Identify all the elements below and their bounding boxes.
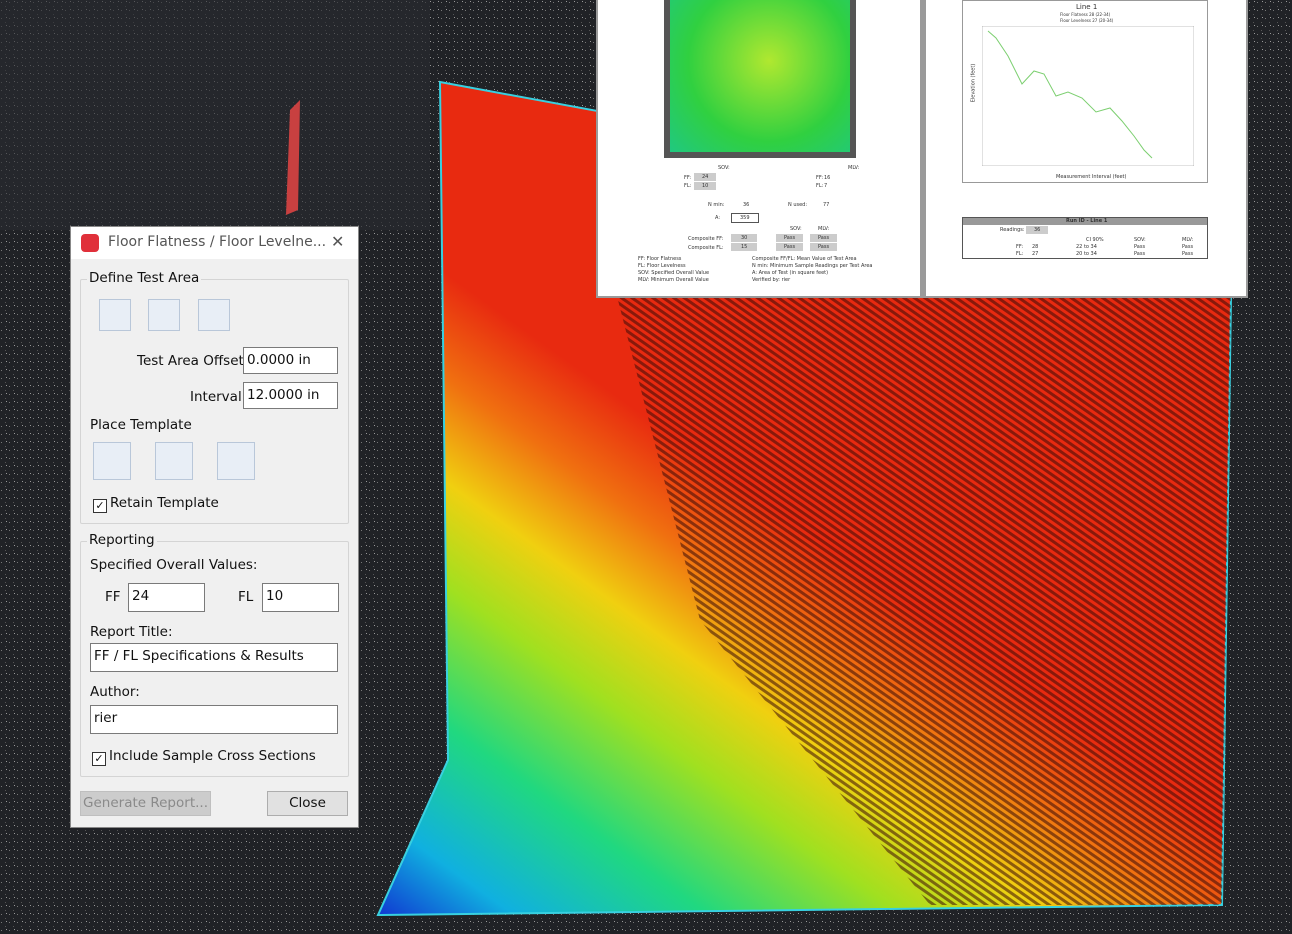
text: Pass	[1182, 251, 1194, 257]
offset-input[interactable]: 0.0000 in	[243, 347, 338, 374]
text: MLV:	[818, 226, 830, 232]
text: FF: Floor Flatness	[638, 256, 682, 262]
text: FL:	[816, 183, 824, 189]
field-label: FF	[105, 589, 121, 605]
floor-flatness-dialog: Floor Flatness / Floor Levelne... ✕ Defi…	[70, 226, 359, 828]
fl-input[interactable]: 10	[262, 583, 339, 612]
group-box	[80, 279, 349, 524]
text: Pass	[776, 234, 804, 242]
text: A:	[715, 215, 721, 221]
text: 77	[823, 202, 830, 208]
text: 28	[1032, 244, 1039, 250]
text: N min:	[708, 202, 725, 208]
text: Readings:	[1000, 227, 1025, 233]
text: Pass	[1134, 251, 1146, 257]
text: 10	[694, 182, 717, 190]
text: Line 1	[1076, 3, 1098, 11]
text: 7	[824, 183, 828, 189]
generate-report-button[interactable]: Generate Report...	[80, 791, 211, 816]
text: Pass	[1134, 244, 1146, 250]
text: MLV: Minimum Overall Value	[638, 277, 709, 283]
text: SOV:	[790, 226, 802, 232]
text: MLV:	[1182, 237, 1194, 243]
template-button[interactable]	[217, 442, 255, 480]
close-icon[interactable]: ✕	[331, 232, 345, 251]
group-label: Reporting	[87, 532, 157, 548]
report-page-right: Line 1 Floor Flatness 28 (22-34) Floor L…	[926, 0, 1246, 296]
text: Composite FL:	[688, 245, 724, 251]
text: FF:	[1016, 244, 1024, 250]
text: MLV:	[848, 165, 860, 171]
text: Floor Levelness 27 (20-34)	[1060, 18, 1114, 23]
text: FL: Floor Levelness	[638, 263, 686, 269]
text: 359	[731, 213, 759, 223]
report-preview: SOV: MLV: FF: FL: 24 10 FF: FL: 16 7 N m…	[596, 0, 1248, 298]
text: Pass	[810, 234, 838, 242]
field-label: Interval	[190, 389, 242, 405]
text: CI 90%	[1086, 237, 1104, 243]
checkbox-label: Include Sample Cross Sections	[109, 748, 316, 764]
group-box	[80, 541, 349, 777]
text: SOV: Specified Overall Value	[638, 270, 710, 276]
field-label: FL	[238, 589, 254, 605]
text: 36	[743, 202, 750, 208]
report-page-left: SOV: MLV: FF: FL: 24 10 FF: FL: 16 7 N m…	[598, 0, 920, 296]
text: Measurement Interval (feet)	[1056, 174, 1127, 180]
text: 20 to 34	[1076, 251, 1097, 257]
text: Pass	[1182, 244, 1194, 250]
text: 22 to 34	[1076, 244, 1097, 250]
text: Floor Flatness 28 (22-34)	[1060, 12, 1111, 17]
text: Composite FF:	[688, 236, 724, 242]
text: 24	[694, 173, 717, 181]
text: Pass	[810, 243, 838, 251]
template-button[interactable]	[155, 442, 193, 480]
rect-area-button[interactable]	[99, 299, 131, 331]
text: 16	[824, 175, 831, 181]
clear-area-button[interactable]	[198, 299, 230, 331]
cross-sections-checkbox[interactable]: ✓ Include Sample Cross Sections	[92, 748, 316, 766]
text: A: Area of Test (in square feet)	[752, 270, 829, 276]
checkbox-label: Retain Template	[110, 495, 219, 511]
interval-input[interactable]: 12.0000 in	[243, 382, 338, 409]
text: FL:	[1016, 251, 1024, 257]
text: Elevation (feet)	[970, 63, 977, 103]
field-label: Specified Overall Values:	[90, 557, 258, 573]
author-input[interactable]: rier	[90, 705, 338, 734]
results-table	[962, 217, 1208, 259]
text: FF:	[816, 175, 824, 181]
text: FF:	[684, 175, 692, 181]
chart-frame	[962, 0, 1208, 183]
report-title-input[interactable]: FF / FL Specifications & Results	[90, 643, 338, 672]
title-bar: Floor Flatness / Floor Levelne... ✕	[71, 227, 358, 259]
group-label: Define Test Area	[87, 270, 202, 286]
text: FL:	[684, 183, 692, 189]
text: SOV:	[718, 165, 730, 171]
text: 36	[1026, 226, 1049, 234]
close-button[interactable]: Close	[267, 791, 348, 816]
section-label: Place Template	[90, 417, 192, 433]
field-label: Test Area Offset	[137, 353, 244, 369]
text: Run ID - Line 1	[1066, 218, 1108, 224]
text: 27	[1032, 251, 1039, 257]
profile-chart	[982, 26, 1194, 166]
ff-input[interactable]: 24	[128, 583, 205, 612]
heatmap-frame	[664, 0, 856, 158]
field-label: Author:	[90, 684, 140, 700]
text: Composite FF/FL: Mean Value of Test Area	[752, 256, 857, 262]
template-button[interactable]	[93, 442, 131, 480]
text: N used:	[788, 202, 808, 208]
field-label: Report Title:	[90, 624, 173, 640]
text: 15	[731, 243, 758, 251]
polygon-area-button[interactable]	[148, 299, 180, 331]
text: SOV:	[1134, 237, 1146, 243]
dialog-title: Floor Flatness / Floor Levelne...	[108, 234, 327, 250]
text: N min: Minimum Sample Readings per Test …	[752, 263, 873, 269]
app-icon	[81, 234, 99, 252]
text: 30	[731, 234, 758, 242]
text: Pass	[776, 243, 804, 251]
retain-template-checkbox[interactable]: ✓ Retain Template	[93, 495, 219, 513]
text: Verified by: rier	[752, 277, 791, 283]
